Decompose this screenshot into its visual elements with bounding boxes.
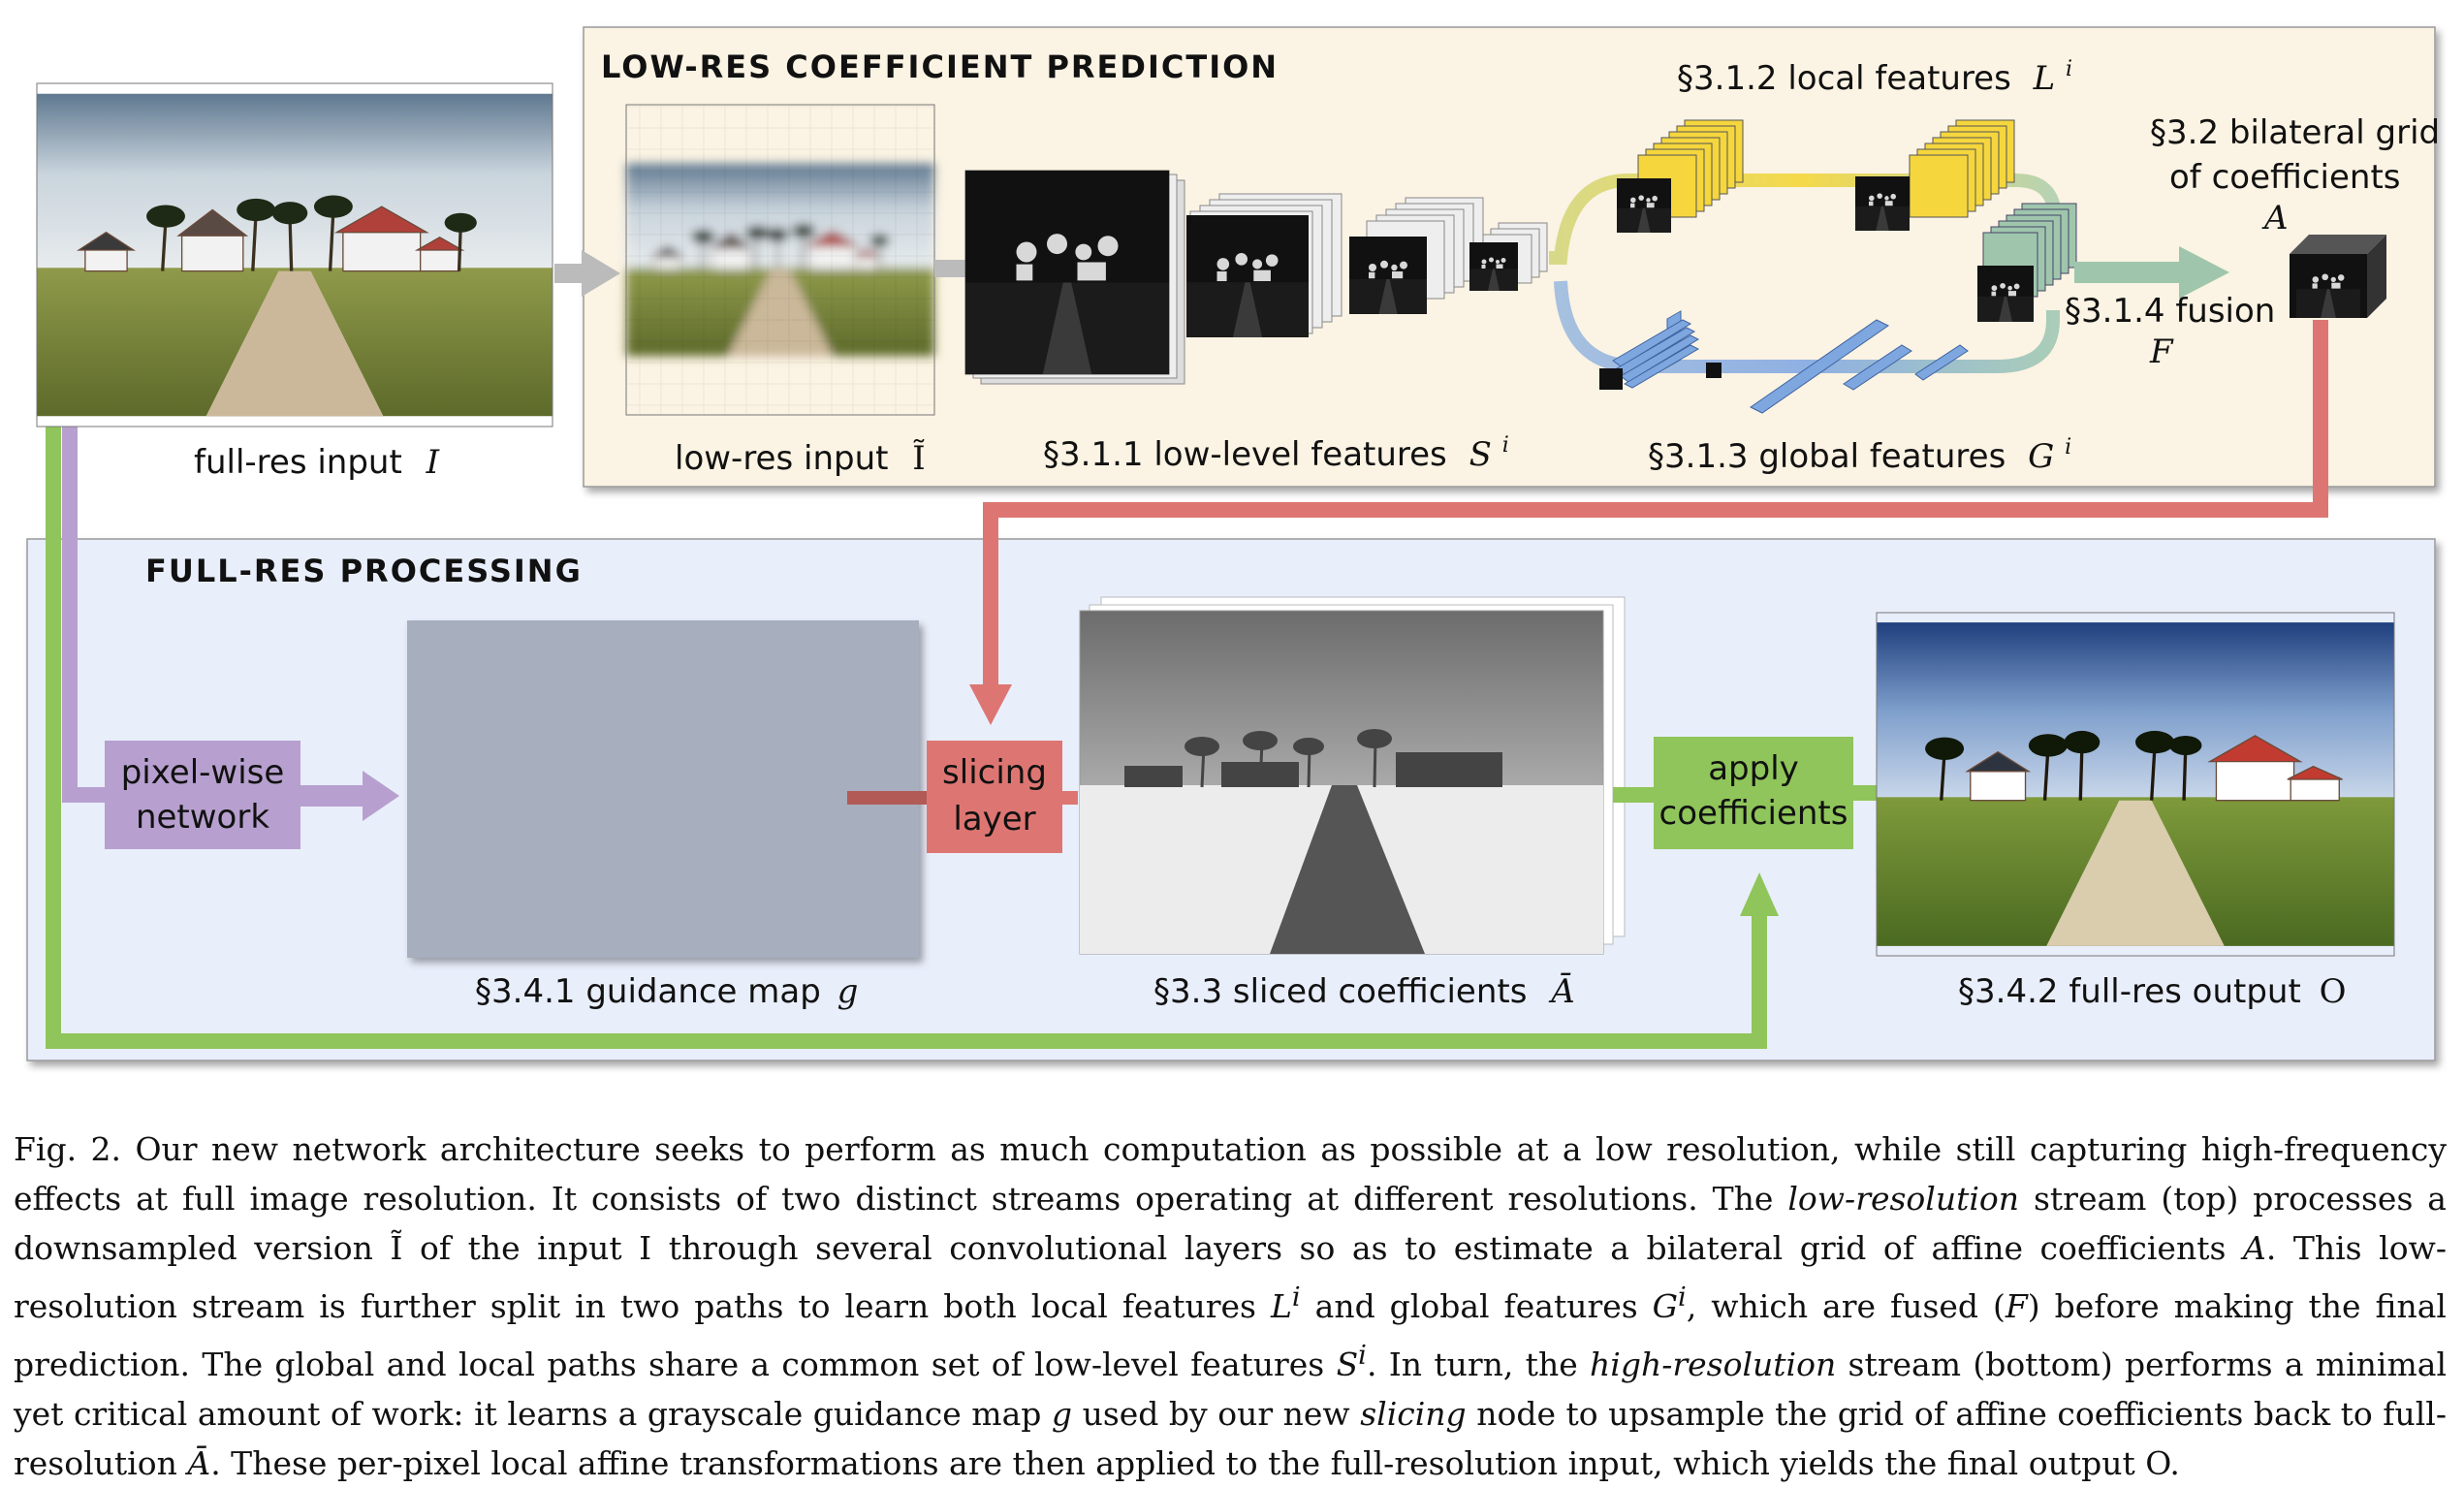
global-feature-stack bbox=[1599, 310, 1969, 414]
svg-text:layer: layer bbox=[953, 800, 1035, 839]
caption-slicing: slicing bbox=[1360, 1395, 1467, 1433]
caption-text-3: of the input I through several convoluti… bbox=[419, 1229, 2227, 1267]
low-res-input-image bbox=[625, 104, 935, 416]
caption-low-res-symbol: Ĩ bbox=[390, 1229, 403, 1267]
caption-text-12: . These per-pixel local affine transform… bbox=[210, 1444, 2180, 1482]
caption-text-2: stream (top) processes a downsampled ver… bbox=[14, 1180, 2447, 1267]
guidance-connector bbox=[847, 791, 934, 805]
caption-low-resolution: low-resolution bbox=[1787, 1180, 2020, 1218]
svg-text:pixel-wise: pixel-wise bbox=[121, 753, 285, 792]
full-res-output-label: §3.4.2 full-res output O bbox=[1958, 972, 2347, 1011]
caption-local-symbol: Li bbox=[1270, 1282, 1301, 1325]
caption-grid-symbol: A bbox=[2242, 1229, 2266, 1267]
full-res-section-title: FULL-RES PROCESSING bbox=[145, 553, 583, 589]
caption-low-level-symbol: Si bbox=[1336, 1340, 1367, 1383]
feature-stack-4 bbox=[1469, 222, 1548, 291]
sliced-coefficients-label: §3.3 sliced coefficients Ā bbox=[1153, 972, 1575, 1011]
bilateral-grid-label-1: §3.2 bilateral grid bbox=[2150, 113, 2440, 152]
feature-stack-2 bbox=[1186, 193, 1343, 337]
local-feature-stack-1 bbox=[1617, 119, 1744, 233]
bilateral-grid-cube bbox=[2290, 235, 2386, 318]
local-feature-stack-2 bbox=[1855, 119, 2015, 231]
caption-guidance-symbol: g bbox=[1051, 1395, 1073, 1433]
purple-path bbox=[62, 427, 105, 803]
caption-high-resolution: high-resolution bbox=[1590, 1346, 1837, 1383]
figure-caption: Fig. 2. Our new network architecture see… bbox=[14, 1124, 2447, 1488]
feature-stack-1 bbox=[964, 170, 1185, 385]
svg-text:network: network bbox=[136, 798, 269, 837]
fusion-symbol: F bbox=[2149, 332, 2174, 371]
caption-text-10: used by our new bbox=[1082, 1395, 1350, 1433]
fusion-label: §3.1.4 fusion bbox=[2065, 292, 2275, 331]
caption-text-5: and global features bbox=[1314, 1287, 1638, 1325]
full-res-input-label: full-res input I bbox=[194, 443, 440, 482]
downsample-arrow bbox=[554, 250, 620, 297]
svg-text:apply: apply bbox=[1708, 749, 1799, 788]
low-res-section-title: LOW-RES COEFFICIENT PREDICTION bbox=[601, 48, 1279, 85]
low-res-input-label: low-res input Ĩ bbox=[675, 439, 926, 478]
local-features-label: §3.1.2 local features L i bbox=[1677, 57, 2072, 98]
feature-stack-3 bbox=[1349, 197, 1484, 314]
architecture-diagram: LOW-RES COEFFICIENT PREDICTION FULL-RES … bbox=[26, 26, 2440, 1061]
caption-text-6: , which are fused ( bbox=[1686, 1287, 2006, 1325]
global-features-label: §3.1.3 global features G i bbox=[1648, 435, 2071, 476]
svg-text:coefficients: coefficients bbox=[1659, 794, 1848, 833]
caption-sliced-symbol: Ā bbox=[187, 1444, 211, 1482]
caption-global-symbol: Gi bbox=[1652, 1282, 1687, 1325]
svg-text:slicing: slicing bbox=[942, 753, 1047, 792]
caption-text-1: Our new network architecture seeks to pe… bbox=[14, 1130, 2447, 1218]
apply-coefficients-box: apply coefficients bbox=[1654, 737, 1853, 849]
red-path bbox=[969, 320, 2328, 725]
fusion-stack bbox=[1977, 203, 2077, 322]
caption-text-7: ) before making the final prediction. Th… bbox=[14, 1287, 2447, 1383]
low-level-feature-stacks bbox=[964, 170, 1548, 385]
bilateral-grid-label-2: of coefficients bbox=[2169, 158, 2401, 197]
pixel-wise-arrow bbox=[300, 771, 399, 821]
sliced-coefficients-image bbox=[1079, 596, 1626, 955]
caption-fusion-symbol: F bbox=[2005, 1287, 2028, 1325]
slicing-connector bbox=[1062, 791, 1078, 805]
fusion-arrow bbox=[2074, 246, 2229, 299]
sliced-connector bbox=[1613, 787, 1656, 803]
slicing-layer-box: slicing layer bbox=[927, 741, 1062, 853]
apply-connector bbox=[1853, 785, 1877, 801]
green-path bbox=[46, 427, 1779, 1049]
low-level-features-label: §3.1.1 low-level features S i bbox=[1043, 433, 1509, 474]
caption-fig-label: Fig. 2. bbox=[14, 1130, 122, 1168]
caption-text-9: stream (bottom) performs a minimal yet c… bbox=[14, 1346, 2447, 1433]
caption-text-4: . This low-resolution stream is further … bbox=[14, 1229, 2447, 1325]
guidance-map-image bbox=[407, 620, 919, 958]
pixel-wise-network-box: pixel-wise network bbox=[105, 741, 300, 849]
low-res-connector bbox=[934, 260, 965, 277]
caption-text-11: node to upsample the grid of affine coef… bbox=[14, 1395, 2447, 1482]
full-res-output-image bbox=[1876, 612, 2395, 957]
bilateral-grid-symbol: A bbox=[2261, 199, 2289, 237]
guidance-map-label: §3.4.1 guidance map g bbox=[475, 972, 858, 1011]
caption-text-8: . In turn, the bbox=[1366, 1346, 1578, 1383]
full-res-input-image bbox=[36, 82, 553, 427]
